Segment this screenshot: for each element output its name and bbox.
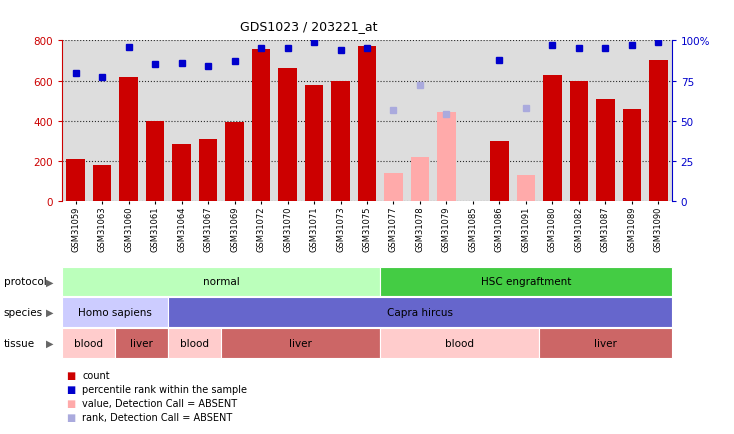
- Text: ■: ■: [66, 412, 76, 422]
- Bar: [411, 158, 429, 202]
- Text: normal: normal: [203, 277, 240, 286]
- Bar: [172, 145, 191, 202]
- Text: protocol: protocol: [4, 277, 46, 286]
- Text: rank, Detection Call = ABSENT: rank, Detection Call = ABSENT: [82, 412, 233, 422]
- Bar: [66, 160, 85, 202]
- Bar: [596, 99, 614, 202]
- Text: tissue: tissue: [4, 339, 34, 348]
- Bar: [384, 174, 403, 202]
- Bar: [622, 109, 641, 202]
- Bar: [278, 69, 297, 202]
- Text: HSC engraftment: HSC engraftment: [481, 277, 571, 286]
- Text: ▶: ▶: [46, 277, 54, 286]
- Text: species: species: [4, 308, 43, 317]
- Bar: [92, 166, 112, 202]
- Text: percentile rank within the sample: percentile rank within the sample: [82, 385, 247, 394]
- Text: ▶: ▶: [46, 339, 54, 348]
- Text: liver: liver: [594, 339, 617, 348]
- Bar: [120, 77, 138, 202]
- Bar: [543, 76, 562, 202]
- Text: ■: ■: [66, 371, 76, 380]
- Text: ▶: ▶: [46, 308, 54, 317]
- Text: count: count: [82, 371, 110, 380]
- Text: Capra hircus: Capra hircus: [387, 308, 453, 317]
- Bar: [649, 61, 668, 202]
- Bar: [146, 122, 164, 202]
- Text: value, Detection Call = ABSENT: value, Detection Call = ABSENT: [82, 398, 237, 408]
- Text: liver: liver: [289, 339, 312, 348]
- Text: blood: blood: [74, 339, 103, 348]
- Bar: [517, 176, 535, 202]
- Text: liver: liver: [131, 339, 153, 348]
- Bar: [199, 140, 217, 202]
- Bar: [225, 122, 244, 202]
- Bar: [570, 81, 588, 202]
- Text: blood: blood: [446, 339, 474, 348]
- Bar: [331, 81, 350, 202]
- Text: GDS1023 / 203221_at: GDS1023 / 203221_at: [239, 20, 377, 33]
- Bar: [437, 112, 456, 202]
- Bar: [305, 85, 323, 202]
- Text: blood: blood: [181, 339, 209, 348]
- Text: ■: ■: [66, 398, 76, 408]
- Text: ■: ■: [66, 385, 76, 394]
- Text: Homo sapiens: Homo sapiens: [79, 308, 152, 317]
- Bar: [252, 50, 270, 202]
- Bar: [357, 47, 377, 202]
- Bar: [490, 141, 509, 202]
